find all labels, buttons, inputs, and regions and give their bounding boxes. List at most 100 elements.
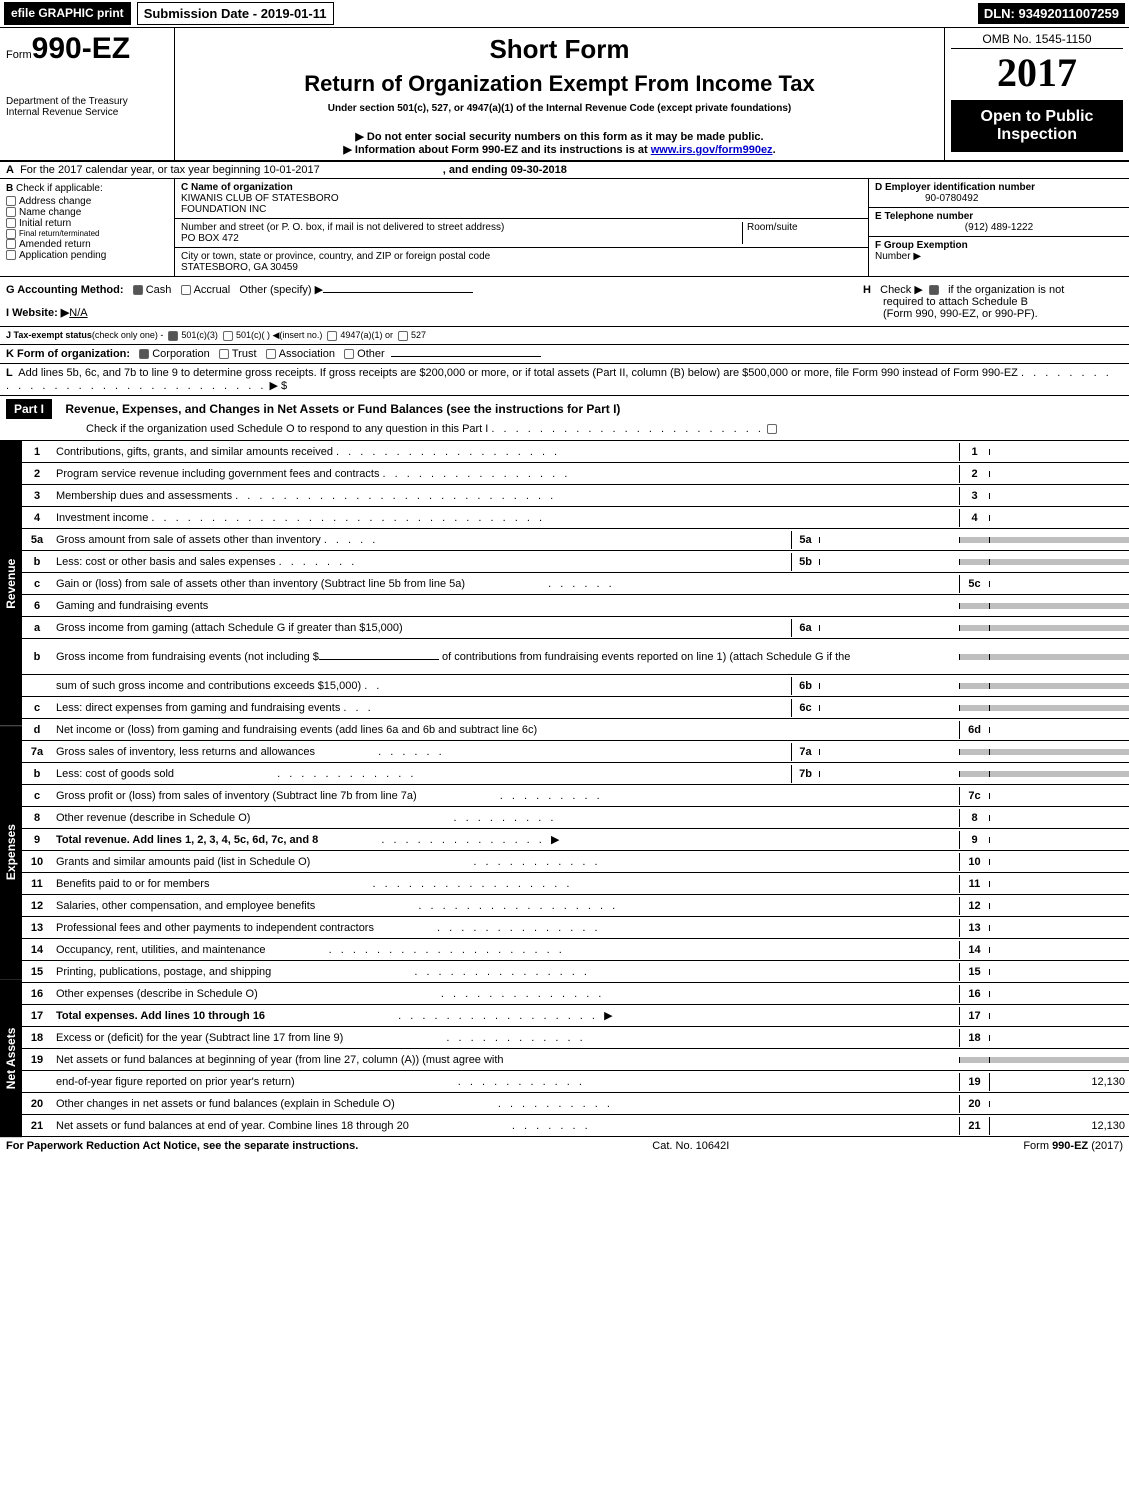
l20-text: Other changes in net assets or fund bala… <box>56 1098 395 1110</box>
l7a-text: Gross sales of inventory, less returns a… <box>56 746 315 758</box>
pra-notice: For Paperwork Reduction Act Notice, see … <box>6 1140 358 1152</box>
opt-cash: Cash <box>146 284 172 296</box>
opt-pending: Application pending <box>19 250 106 261</box>
chk-amended[interactable] <box>6 239 16 249</box>
line-7c: cGross profit or (loss) from sales of in… <box>22 785 1129 807</box>
l6-text: Gaming and fundraising events <box>56 600 208 612</box>
h-check: Check ▶ <box>880 284 923 296</box>
chk-initial[interactable] <box>6 218 16 228</box>
opt-addr-change: Address change <box>19 196 91 207</box>
form-header: Form990-EZ Department of the Treasury In… <box>0 28 1129 162</box>
opt-trust: Trust <box>232 348 257 360</box>
line-13: 13Professional fees and other payments t… <box>22 917 1129 939</box>
chk-accrual[interactable] <box>181 285 191 295</box>
l13-text: Professional fees and other payments to … <box>56 922 374 934</box>
line-14: 14Occupancy, rent, utilities, and mainte… <box>22 939 1129 961</box>
chk-final[interactable] <box>6 229 16 239</box>
irs-link[interactable]: www.irs.gov/form990ez <box>651 144 773 156</box>
l6b2-text: sum of such gross income and contributio… <box>56 680 361 692</box>
part1-check-text: Check if the organization used Schedule … <box>86 423 488 435</box>
l6b-val <box>819 683 959 689</box>
c-label: C Name of organization <box>181 182 293 193</box>
i-label: I Website: ▶ <box>6 307 69 319</box>
line-20: 20Other changes in net assets or fund ba… <box>22 1093 1129 1115</box>
l10-text: Grants and similar amounts paid (list in… <box>56 856 310 868</box>
chk-addr-change[interactable] <box>6 196 16 206</box>
l7c-text: Gross profit or (loss) from sales of inv… <box>56 790 417 802</box>
l3-val <box>989 493 1129 499</box>
line-15: 15Printing, publications, postage, and s… <box>22 961 1129 983</box>
section-b: B Check if applicable: Address change Na… <box>0 179 175 276</box>
a-text: For the 2017 calendar year, or tax year … <box>20 164 320 176</box>
line-5a: 5aGross amount from sale of assets other… <box>22 529 1129 551</box>
l7b-text: Less: cost of goods sold <box>56 768 174 780</box>
line-8: 8Other revenue (describe in Schedule O) … <box>22 807 1129 829</box>
opt-final: Final return/terminated <box>19 229 99 238</box>
chk-corp[interactable] <box>139 349 149 359</box>
opt-other: Other (specify) ▶ <box>239 284 323 296</box>
l6a-text: Gross income from gaming (attach Schedul… <box>56 622 403 634</box>
part1-body: Revenue Expenses Net Assets 1Contributio… <box>0 441 1129 1137</box>
l18-val <box>989 1035 1129 1041</box>
l5b-val <box>819 559 959 565</box>
l16-text: Other expenses (describe in Schedule O) <box>56 988 258 1000</box>
dept-treasury: Department of the Treasury <box>6 96 168 107</box>
line-5b: bLess: cost or other basis and sales exp… <box>22 551 1129 573</box>
a-label: A <box>6 164 14 176</box>
chk-pending[interactable] <box>6 250 16 260</box>
opt-initial: Initial return <box>19 218 71 229</box>
line-10: 10Grants and similar amounts paid (list … <box>22 851 1129 873</box>
l5c-text: Gain or (loss) from sale of assets other… <box>56 578 465 590</box>
l16-val <box>989 991 1129 997</box>
opt-other-org: Other <box>357 348 385 360</box>
l7c-val <box>989 793 1129 799</box>
chk-cash[interactable] <box>133 285 143 295</box>
l-text: Add lines 5b, 6c, and 7b to line 9 to de… <box>18 367 1018 379</box>
l2-val <box>989 471 1129 477</box>
l11-val <box>989 881 1129 887</box>
l5a-val <box>819 537 959 543</box>
room-label: Room/suite <box>747 222 798 233</box>
l7b-val <box>819 771 959 777</box>
l17-text: Total expenses. Add lines 10 through 16 <box>56 1010 265 1022</box>
f-label: F Group Exemption <box>875 240 968 251</box>
l9-arrow: ▶ <box>551 834 559 846</box>
chk-501c[interactable] <box>223 331 233 341</box>
l5a-text: Gross amount from sale of assets other t… <box>56 534 321 546</box>
chk-sched-o[interactable] <box>767 424 777 434</box>
chk-501c3[interactable] <box>168 331 178 341</box>
l9-val <box>989 837 1129 843</box>
efile-print-button[interactable]: efile GRAPHIC print <box>4 2 131 25</box>
line-6c: cLess: direct expenses from gaming and f… <box>22 697 1129 719</box>
e-label: E Telephone number <box>875 211 973 222</box>
section-d: D Employer identification number 90-0780… <box>869 179 1129 276</box>
l11-text: Benefits paid to or for members <box>56 878 209 890</box>
chk-assoc[interactable] <box>266 349 276 359</box>
line-16: 16Other expenses (describe in Schedule O… <box>22 983 1129 1005</box>
l-label: L <box>6 367 13 379</box>
l20-val <box>989 1101 1129 1107</box>
under-section: Under section 501(c), 527, or 4947(a)(1)… <box>181 103 938 114</box>
chk-other-org[interactable] <box>344 349 354 359</box>
part1-check: Check if the organization used Schedule … <box>86 423 780 435</box>
tax-year: 2017 <box>951 49 1123 96</box>
l21-text: Net assets or fund balances at end of ye… <box>56 1120 409 1132</box>
chk-trust[interactable] <box>219 349 229 359</box>
l9-text: Total revenue. Add lines 1, 2, 3, 4, 5c,… <box>56 834 318 846</box>
chk-527[interactable] <box>398 331 408 341</box>
part1-header: Part I <box>6 399 52 419</box>
chk-4947[interactable] <box>327 331 337 341</box>
chk-sched-b[interactable] <box>929 285 939 295</box>
line-6: 6Gaming and fundraising events <box>22 595 1129 617</box>
open-pub-2: Inspection <box>955 126 1119 144</box>
form-ref: Form 990-EZ (2017) <box>1023 1140 1123 1152</box>
line-3: 3Membership dues and assessments . . . .… <box>22 485 1129 507</box>
submission-date: Submission Date - 2019-01-11 <box>137 2 334 25</box>
line-12: 12Salaries, other compensation, and empl… <box>22 895 1129 917</box>
section-g-h: G Accounting Method: Cash Accrual Other … <box>0 277 1129 327</box>
l6c-text: Less: direct expenses from gaming and fu… <box>56 702 340 714</box>
h-label: H <box>863 284 871 296</box>
org-name-1: KIWANIS CLUB OF STATESBORO <box>181 193 339 204</box>
l15-val <box>989 969 1129 975</box>
chk-name-change[interactable] <box>6 207 16 217</box>
